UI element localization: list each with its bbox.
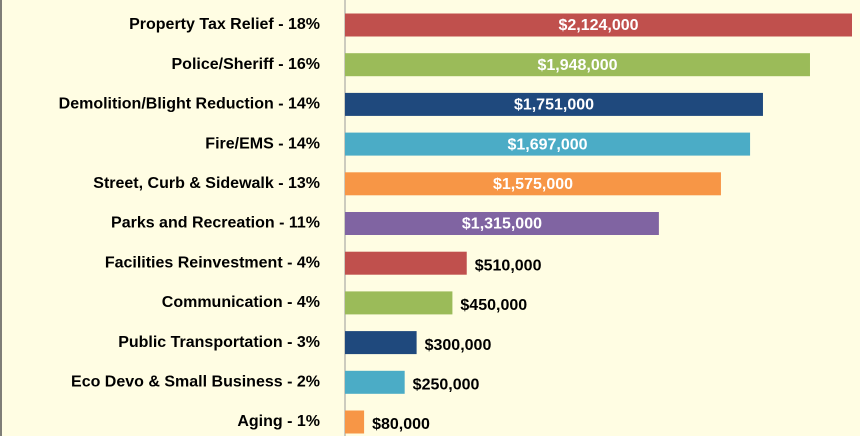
value-label: $1,697,000 — [507, 136, 587, 153]
value-label: $450,000 — [460, 297, 527, 314]
category-label: Parks and Recreation - 11% — [111, 215, 320, 232]
category-label: Fire/EMS - 14% — [205, 135, 320, 152]
value-label: $1,751,000 — [514, 97, 594, 114]
category-label: Communication - 4% — [162, 294, 320, 311]
category-label: Eco Devo & Small Business - 2% — [71, 374, 320, 391]
bar — [345, 331, 417, 355]
value-label: $1,948,000 — [537, 57, 617, 74]
bar — [345, 132, 751, 156]
category-label: Property Tax Relief - 18% — [129, 16, 320, 33]
bar — [345, 251, 467, 275]
value-label: $1,575,000 — [493, 176, 573, 193]
bar — [345, 13, 852, 37]
category-label: Police/Sheriff - 16% — [172, 56, 321, 73]
bar — [345, 291, 453, 315]
bar — [345, 410, 365, 434]
bar — [345, 92, 763, 116]
value-label: $80,000 — [372, 416, 430, 433]
bar — [345, 212, 659, 235]
category-label: Facilities Reinvestment - 4% — [105, 254, 320, 271]
value-label: $510,000 — [475, 257, 542, 274]
value-label: $1,315,000 — [462, 216, 542, 233]
bar — [345, 53, 810, 77]
bar — [345, 370, 405, 394]
category-label: Street, Curb & Sidewalk - 13% — [93, 175, 320, 192]
category-label: Aging - 1% — [237, 413, 320, 430]
value-label: $300,000 — [425, 337, 492, 354]
value-label: $250,000 — [413, 377, 480, 394]
value-label: $2,124,000 — [558, 17, 638, 34]
category-label: Demolition/Blight Reduction - 14% — [59, 96, 320, 113]
category-label: Public Transportation - 3% — [118, 334, 320, 351]
bar — [345, 172, 721, 196]
